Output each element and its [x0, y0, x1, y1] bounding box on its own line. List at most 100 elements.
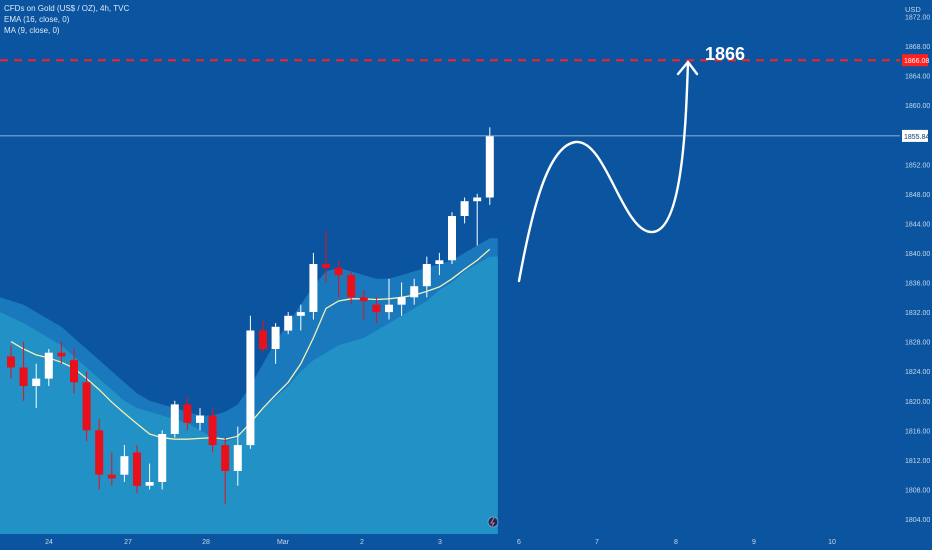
candle[interactable]	[183, 397, 192, 431]
symbol-legend[interactable]: CFDs on Gold (US$ / OZ), 4h, TVC	[4, 4, 130, 13]
candle[interactable]	[410, 278, 419, 305]
candle-body	[158, 434, 167, 482]
candle[interactable]	[120, 445, 129, 482]
time-axis[interactable]: 24 27 28 Mar 2 3 6 7 8 9 10	[45, 516, 836, 546]
candle-body	[221, 445, 230, 471]
x-tick-label: 10	[828, 539, 836, 546]
candle-body	[397, 297, 406, 305]
candle-body	[422, 264, 431, 287]
candle-body	[170, 404, 179, 434]
candle[interactable]	[57, 341, 66, 364]
candle[interactable]	[95, 419, 104, 490]
ma-legend[interactable]: MA (9, close, 0)	[4, 26, 60, 35]
candle[interactable]	[145, 463, 154, 490]
candle-body	[448, 216, 456, 261]
candle[interactable]	[221, 437, 230, 505]
candles-layer	[7, 127, 494, 505]
candle[interactable]	[485, 127, 494, 205]
x-tick-label: 2	[360, 539, 364, 546]
candle-body	[347, 275, 356, 298]
candle[interactable]	[284, 312, 293, 335]
current-price-tag-bg	[902, 129, 928, 142]
candle[interactable]	[133, 445, 141, 494]
ema-legend[interactable]: EMA (16, close, 0)	[4, 15, 70, 24]
y-tick-label: 1852.00	[905, 162, 930, 169]
candle[interactable]	[296, 304, 305, 331]
currency-label: USD	[905, 5, 921, 14]
x-tick-label: 6	[517, 539, 521, 546]
candle-body	[19, 367, 28, 386]
candle-body	[309, 264, 318, 312]
target-price-tag-bg	[902, 54, 928, 67]
target-annotation-label[interactable]: 1866	[705, 44, 745, 64]
candle-body	[183, 404, 192, 423]
candle-body	[284, 315, 293, 331]
candle[interactable]	[44, 349, 53, 386]
candle-body	[95, 430, 104, 475]
candle-body	[435, 260, 444, 264]
target-price-tag[interactable]: 1866.08	[902, 54, 929, 67]
candle[interactable]	[435, 252, 444, 276]
candle[interactable]	[322, 230, 330, 283]
x-tick-label: Mar	[277, 539, 290, 546]
candle-body	[107, 474, 116, 479]
candle-body	[208, 415, 217, 446]
candle-body	[485, 136, 494, 198]
x-tick-label: 7	[595, 539, 599, 546]
candle-body	[233, 445, 242, 471]
candle[interactable]	[473, 193, 482, 246]
current-price-tag[interactable]: 1855.84	[902, 129, 929, 142]
candle-body	[133, 452, 141, 486]
candle[interactable]	[448, 212, 456, 264]
candle-body	[385, 304, 393, 313]
x-tick-label: 28	[202, 539, 210, 546]
candle-body	[120, 456, 129, 475]
y-tick-label: 1864.00	[905, 74, 930, 81]
y-tick-label: 1832.00	[905, 310, 930, 317]
candle[interactable]	[460, 197, 469, 224]
y-tick-label: 1808.00	[905, 487, 930, 494]
current-price-tag-text: 1855.84	[904, 134, 929, 141]
candle[interactable]	[359, 289, 368, 320]
candle[interactable]	[70, 349, 78, 394]
candle[interactable]	[397, 282, 406, 316]
candle[interactable]	[170, 400, 179, 438]
candle[interactable]	[385, 278, 393, 320]
candle-body	[259, 330, 267, 349]
candle[interactable]	[309, 252, 318, 320]
candle[interactable]	[32, 363, 41, 409]
candle[interactable]	[158, 430, 167, 490]
candle-body	[296, 312, 305, 316]
event-icon[interactable]	[487, 516, 499, 528]
x-tick-label: 3	[438, 539, 442, 546]
price-lines-layer	[0, 59, 900, 137]
candle-body	[70, 360, 78, 383]
candle[interactable]	[7, 345, 15, 379]
candle-body	[82, 382, 91, 431]
candle-body	[473, 197, 482, 202]
y-tick-label: 1824.00	[905, 369, 930, 376]
candle[interactable]	[347, 271, 356, 305]
candle[interactable]	[107, 452, 116, 486]
candle[interactable]	[233, 426, 242, 486]
candle[interactable]	[259, 319, 267, 353]
candle[interactable]	[372, 297, 381, 324]
candle[interactable]	[19, 341, 28, 401]
candle[interactable]	[208, 408, 217, 453]
candle[interactable]	[246, 315, 255, 449]
candle[interactable]	[334, 260, 343, 298]
projection-curve[interactable]	[517, 60, 690, 283]
candle[interactable]	[422, 256, 431, 298]
candle[interactable]	[196, 408, 204, 431]
candle[interactable]	[271, 323, 280, 364]
candle[interactable]	[82, 371, 91, 442]
arrow-head-icon	[676, 60, 699, 76]
candle-body	[410, 286, 419, 298]
y-tick-label: 1816.00	[905, 428, 930, 435]
candle-body	[7, 356, 15, 368]
candle-body	[271, 326, 280, 349]
y-tick-label: 1848.00	[905, 192, 930, 199]
